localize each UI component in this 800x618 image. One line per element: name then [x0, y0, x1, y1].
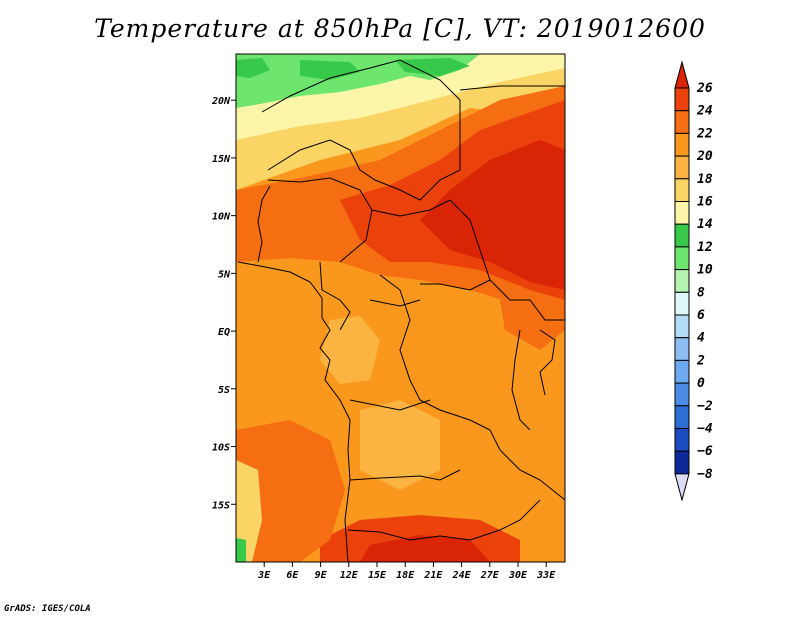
lon-tick-label: 3E — [257, 570, 271, 581]
lon-tick-label: 6E — [286, 570, 299, 581]
lon-tick-label: 21E — [423, 570, 443, 581]
colorbar-top-arrow — [674, 60, 690, 89]
field-16c-coast — [236, 460, 262, 562]
grads-credit: GrADS: IGES/COLA — [4, 604, 91, 614]
colorbar-swatch — [674, 223, 690, 248]
colorbar-label: 18 — [697, 172, 713, 187]
field-12c-patch — [300, 60, 360, 80]
colorbar-label: −2 — [697, 399, 713, 414]
colorbar-swatch — [674, 246, 690, 271]
lon-tick-label: 24E — [452, 570, 472, 581]
colorbar-label: −6 — [697, 444, 713, 459]
lat-tick-label: 10S — [212, 443, 230, 454]
colorbar-swatch — [674, 337, 690, 361]
temperature-field — [236, 54, 565, 562]
colorbar-label: 22 — [696, 126, 713, 141]
field-26c-core — [420, 140, 565, 290]
colorbar-label: 6 — [697, 308, 705, 323]
colorbar-label: 26 — [696, 81, 713, 96]
colorbar-swatch — [674, 155, 690, 180]
lat-tick-label: 15S — [212, 500, 230, 511]
colorbar-bottom-arrow — [674, 473, 690, 502]
colorbar-label: 20 — [696, 149, 713, 164]
colorbar-label: 2 — [696, 353, 705, 368]
lon-tick-label: 12E — [340, 570, 359, 581]
country-borders — [237, 59, 565, 562]
colorbar-label: 4 — [697, 331, 705, 346]
colorbar-swatch — [674, 359, 690, 384]
field-22c-east — [500, 300, 565, 350]
colorbar-label: 16 — [697, 195, 713, 210]
lon-tick-label: 18E — [396, 570, 415, 581]
lon-tick-label: 30E — [508, 570, 528, 581]
field-26c-south — [360, 535, 490, 562]
latitude-axis: 20N 15N 10N 5N EQ 5S 10S 15S — [211, 96, 236, 511]
colorbar-swatch — [674, 201, 690, 225]
colorbar-label: 10 — [697, 263, 713, 278]
lat-tick-label: 20N — [211, 96, 231, 107]
field-12c-coast — [236, 538, 246, 562]
colorbar-swatch — [674, 87, 690, 112]
lon-tick-label: 27E — [480, 570, 500, 581]
lon-tick-label: 15E — [368, 570, 387, 581]
lat-tick-label: 5N — [218, 269, 231, 280]
colorbar-swatch — [674, 428, 690, 452]
lat-tick-label: EQ — [218, 327, 230, 338]
colorbar-swatch — [674, 405, 690, 429]
colorbar-label: 14 — [697, 217, 713, 232]
colorbar-swatch — [674, 450, 690, 475]
field-12c-patch — [395, 58, 470, 76]
lon-tick-label: 33E — [536, 570, 556, 581]
lat-tick-label: 5S — [218, 385, 230, 396]
lat-tick-label: 15N — [212, 154, 231, 165]
colorbar-label: 0 — [697, 376, 705, 391]
field-18c-patch — [320, 316, 380, 384]
field-18c-patch — [360, 400, 440, 490]
colorbar-swatch — [674, 382, 690, 407]
colorbar-swatch — [674, 132, 690, 157]
colorbar-swatch — [674, 269, 690, 293]
colorbar-label: −4 — [697, 422, 713, 437]
colorbar-label: 8 — [697, 285, 705, 300]
colorbar-label: 12 — [697, 240, 713, 255]
colorbar-label: −8 — [697, 467, 713, 482]
colorbar-swatch — [674, 178, 690, 203]
field-22c-southwest — [236, 420, 345, 562]
lon-tick-label: 9E — [315, 570, 328, 581]
colorbar-swatch — [674, 314, 690, 339]
longitude-axis: 3E 6E 9E 12E 15E 18E 21E 24E 27E 30E 33E — [257, 562, 556, 581]
colorbar-swatch — [674, 110, 690, 134]
lat-tick-label: 10N — [212, 212, 231, 223]
colorbar-label: 24 — [696, 104, 713, 119]
chart-title: Temperature at 850hPa [C], VT: 201901260… — [94, 14, 706, 43]
colorbar-swatch — [674, 291, 690, 316]
map-frame — [235, 53, 566, 563]
field-12c-patch — [236, 58, 270, 78]
